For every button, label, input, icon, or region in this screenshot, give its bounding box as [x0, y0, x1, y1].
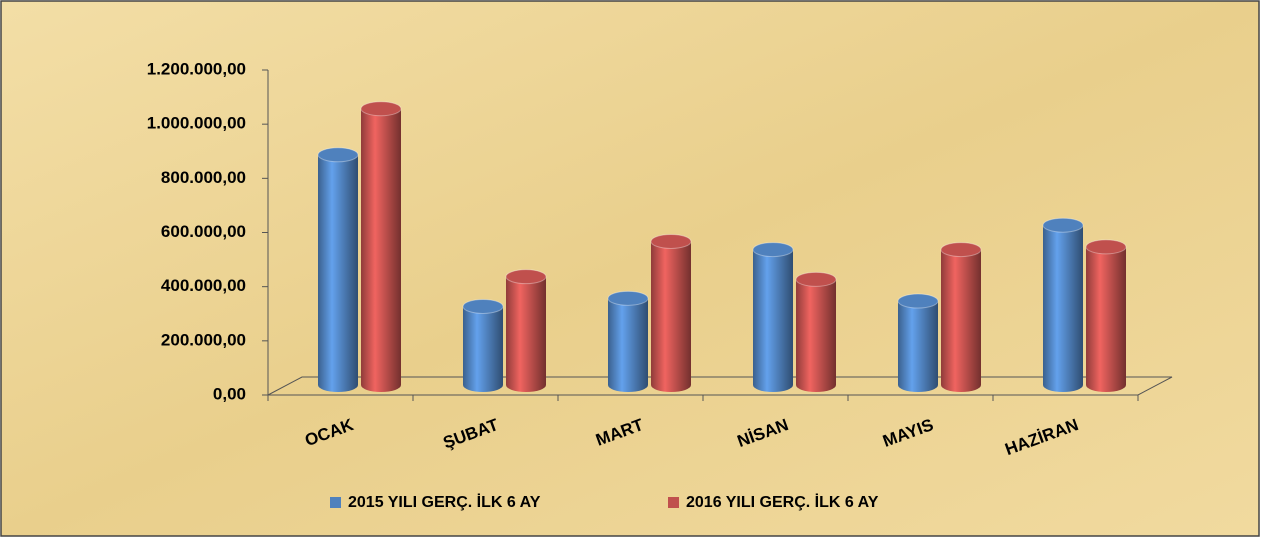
bar-top: [940, 242, 982, 258]
y-tick-label: 800.000,00: [161, 168, 246, 187]
bar: [941, 249, 981, 385]
bar: [463, 306, 503, 385]
bar-bottom: [506, 378, 546, 392]
bar-top: [317, 147, 359, 163]
bar-bottom: [796, 378, 836, 392]
bar-top: [462, 298, 504, 314]
legend-swatch: [330, 497, 341, 508]
bar-bottom: [1043, 378, 1083, 392]
legend-label: 2015 YILI GERÇ. İLK 6 AY: [348, 493, 541, 511]
bar-top: [360, 101, 402, 117]
y-tick-label: 600.000,00: [161, 222, 246, 241]
bar-bottom: [898, 378, 938, 392]
bar-bottom: [1086, 378, 1126, 392]
bar: [796, 279, 836, 385]
bar: [361, 108, 401, 385]
y-tick-label: 200.000,00: [161, 330, 246, 349]
bar-bottom: [651, 378, 691, 392]
y-tick-label: 1.000.000,00: [147, 114, 246, 133]
bar-bottom: [463, 378, 503, 392]
bar: [318, 154, 358, 385]
bar: [506, 276, 546, 385]
bar: [608, 298, 648, 385]
bar: [1086, 246, 1126, 385]
bar-bottom: [608, 378, 648, 392]
bar-top: [752, 242, 794, 258]
bar: [1043, 225, 1083, 385]
bar-bottom: [753, 378, 793, 392]
bar-bottom: [941, 378, 981, 392]
y-tick-label: 0,00: [213, 384, 246, 403]
bar-bottom: [318, 378, 358, 392]
bar-top: [1085, 239, 1127, 255]
bar-bottom: [361, 378, 401, 392]
bar: [753, 249, 793, 385]
bar-top: [505, 269, 547, 285]
legend-swatch: [668, 497, 679, 508]
bar: [651, 241, 691, 385]
bar-top: [1042, 217, 1084, 233]
bar-top: [795, 271, 837, 287]
legend-label: 2016 YILI GERÇ. İLK 6 AY: [686, 493, 879, 511]
y-tick-label: 1.200.000,00: [147, 59, 246, 78]
bar-top: [897, 293, 939, 309]
bar: [898, 301, 938, 385]
bar-top: [607, 290, 649, 306]
y-tick-label: 400.000,00: [161, 276, 246, 295]
bar-top: [650, 233, 692, 249]
